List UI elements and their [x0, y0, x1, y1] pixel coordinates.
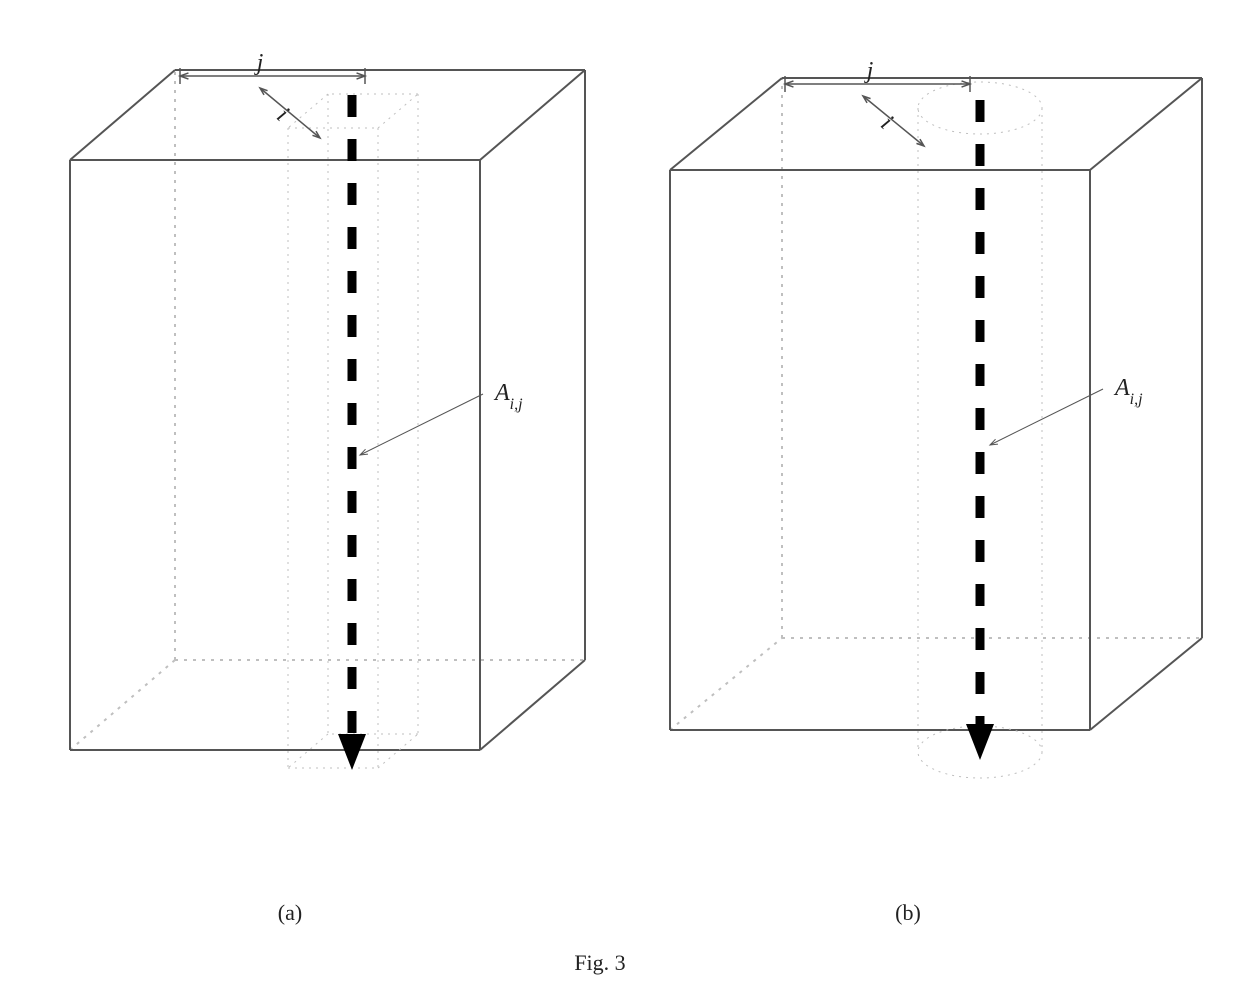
dimension-i: [260, 88, 320, 138]
aij-label: Ai,j: [990, 375, 1143, 445]
box: [670, 78, 1202, 730]
i-label: i: [876, 111, 898, 135]
subfig-b-label: (b): [895, 900, 921, 925]
beam-arrow: [966, 100, 994, 760]
dimension-i: [863, 96, 924, 146]
subfig-a-label: (a): [278, 900, 302, 925]
aij-label: Ai,j: [360, 380, 523, 455]
svg-text:Ai,j: Ai,j: [1113, 375, 1143, 408]
j-label: j: [864, 58, 874, 84]
j-label: j: [254, 50, 264, 76]
diagram-canvas: jiAi,j(a)jiAi,j(b)Fig. 3: [0, 0, 1240, 991]
figure-label: Fig. 3: [574, 950, 625, 975]
svg-text:Ai,j: Ai,j: [493, 380, 523, 413]
beam-arrow: [338, 95, 366, 770]
